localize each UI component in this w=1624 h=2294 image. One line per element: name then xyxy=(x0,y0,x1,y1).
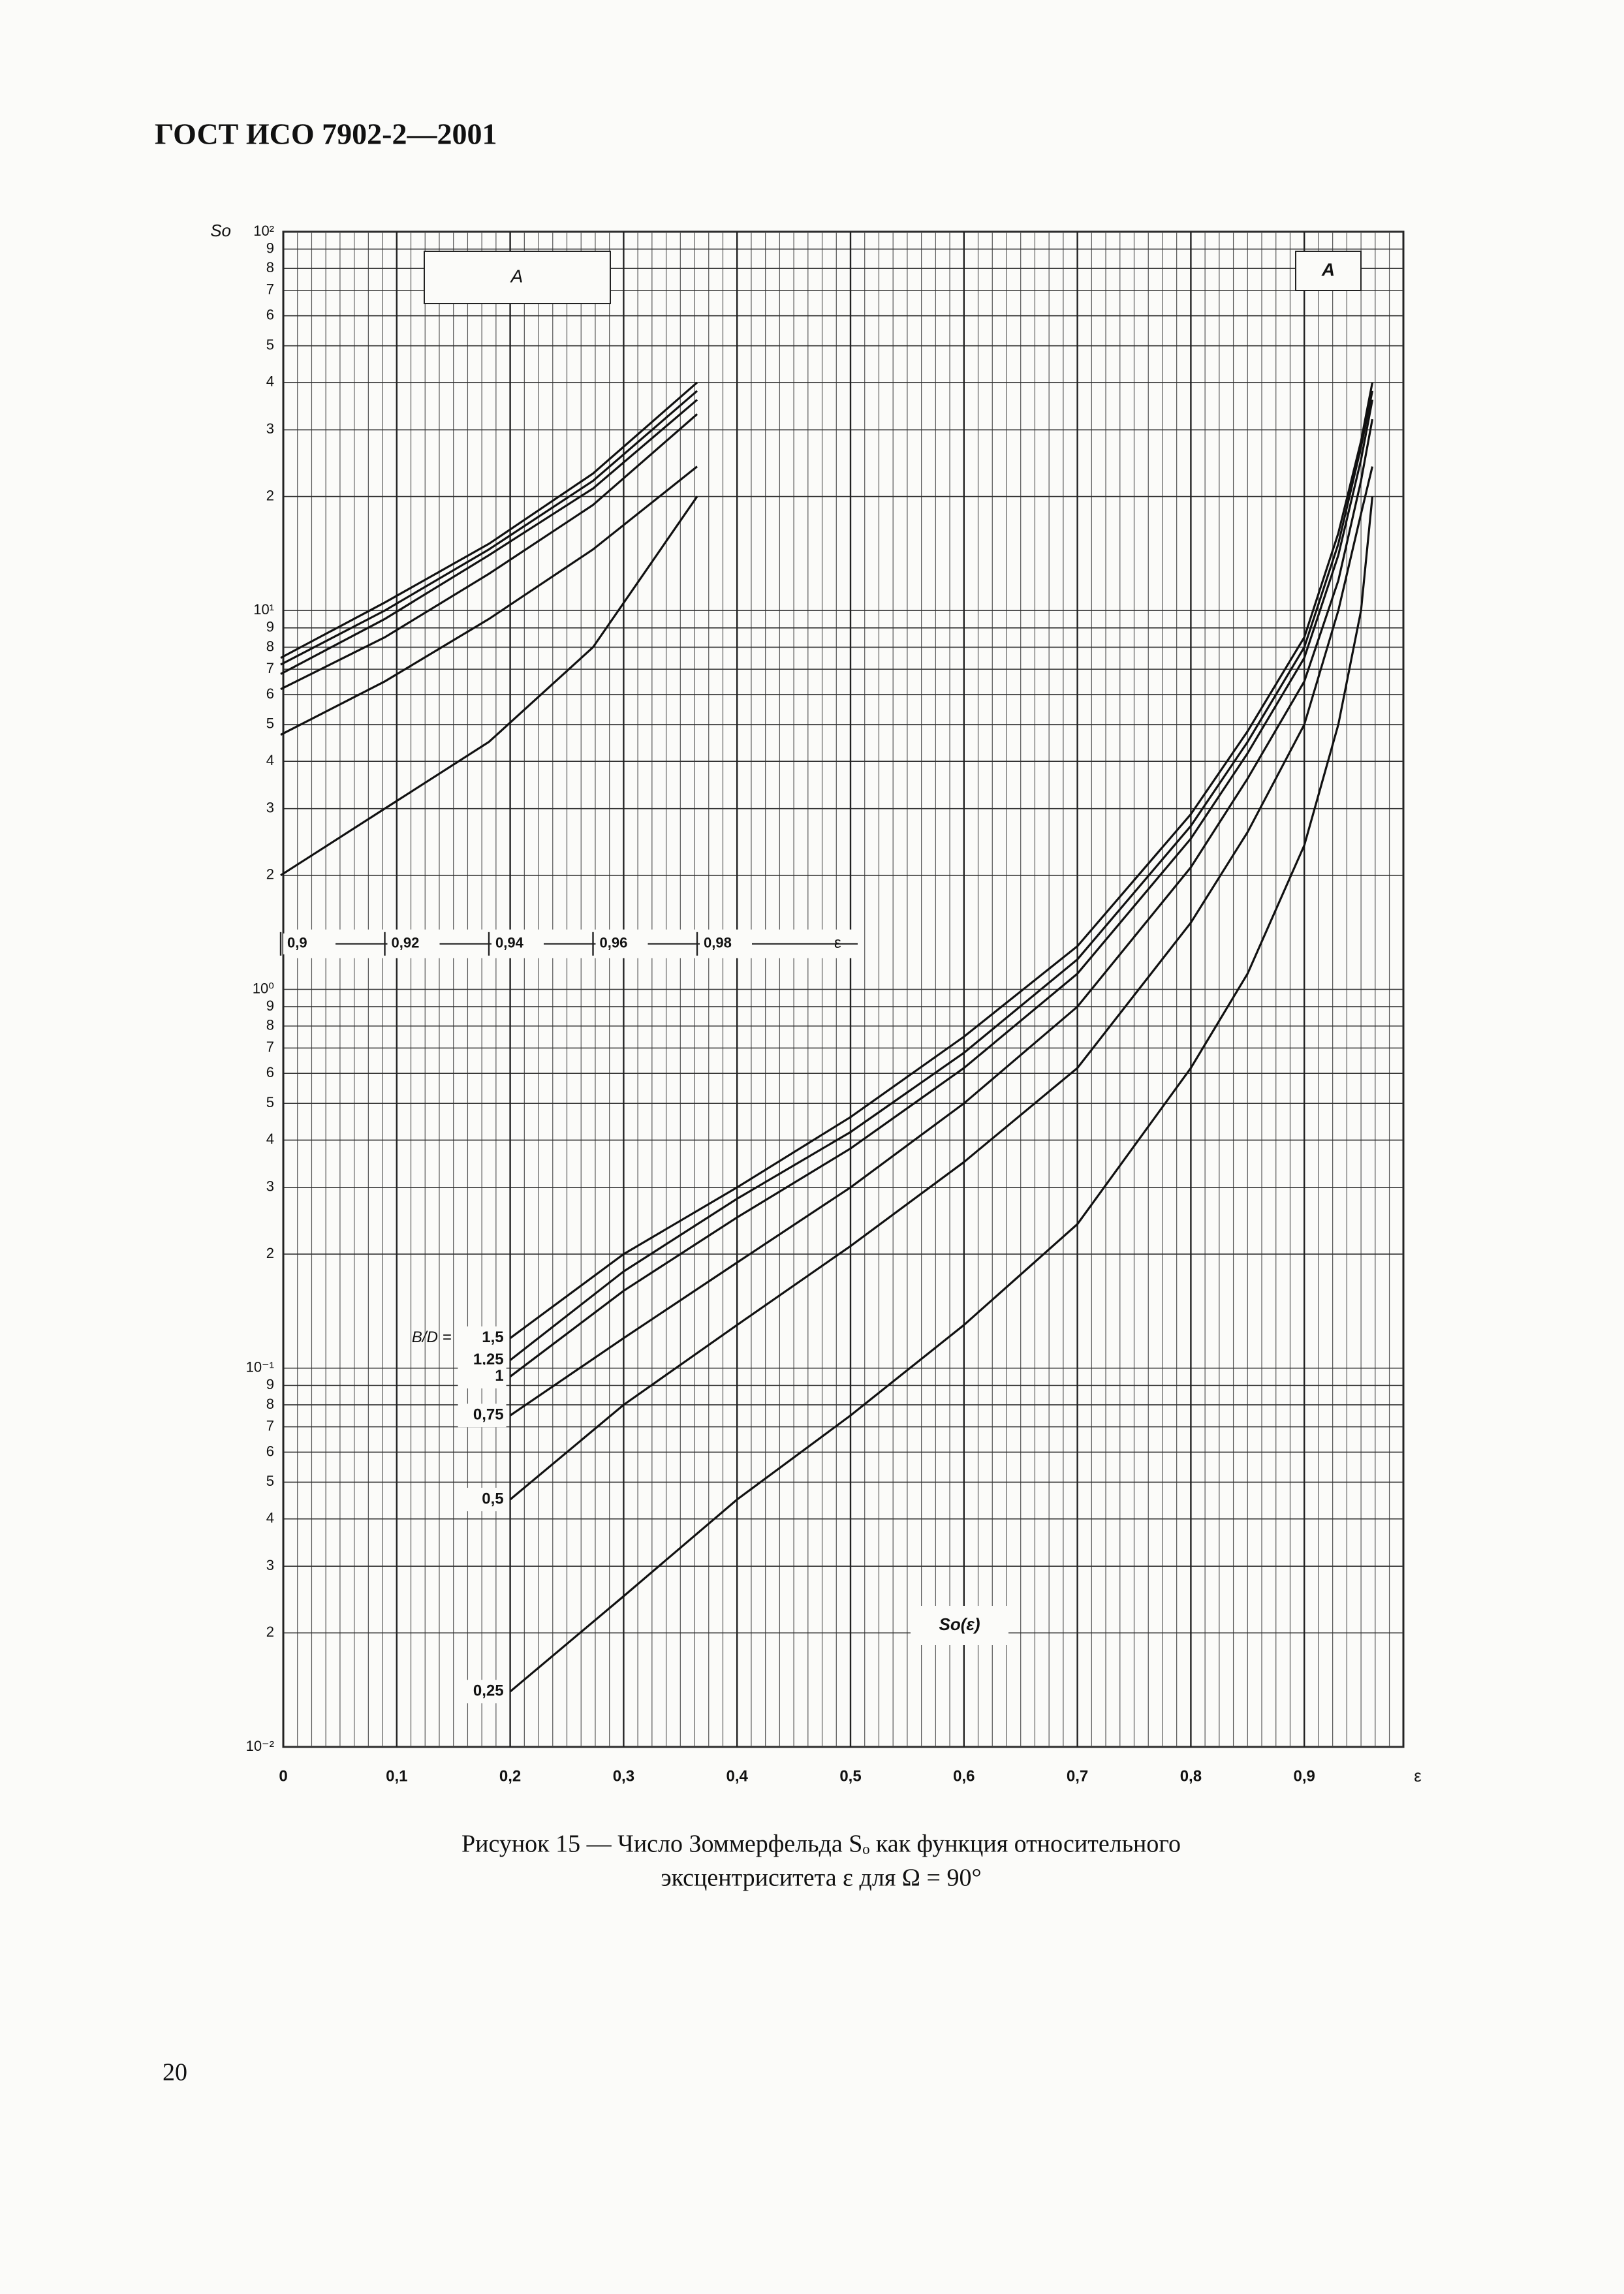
x-axis-label: ε xyxy=(1414,1766,1422,1785)
header-title: ГОСТ ИСО 7902-2—2001 xyxy=(155,118,497,151)
y-tick-label: 6 xyxy=(266,307,274,323)
curve-label-bg xyxy=(458,1364,507,1389)
y-tick-label: 4 xyxy=(266,1509,274,1526)
x-tick-label: 0,3 xyxy=(613,1767,634,1785)
curve-label: 1 xyxy=(495,1367,503,1385)
x-tick-label: 0,4 xyxy=(726,1767,749,1785)
curve-label-bg xyxy=(458,1487,507,1511)
curve xyxy=(509,496,1374,1693)
label-box xyxy=(424,251,611,304)
y-tick-label: 8 xyxy=(266,638,274,654)
inset-tick-label: 0,94 xyxy=(495,935,524,951)
page-number: 20 xyxy=(163,2059,187,2086)
inset-label-bg xyxy=(387,933,440,954)
y-tick-label: 3 xyxy=(266,420,274,437)
annotation: So(ε) xyxy=(939,1614,980,1634)
x-tick-label: 0,6 xyxy=(953,1767,975,1785)
curve-label: 1,5 xyxy=(482,1328,503,1346)
y-tick-label: 8 xyxy=(266,259,274,275)
y-tick-label: 2 xyxy=(266,487,274,503)
inset-label-bg xyxy=(283,933,336,954)
inset-label-bg xyxy=(700,933,752,954)
y-tick-label: 6 xyxy=(266,685,274,702)
x-tick-label: 0,7 xyxy=(1067,1767,1088,1785)
y-tick-label: 7 xyxy=(266,660,274,676)
inset-title: A xyxy=(510,266,523,286)
annotation: A xyxy=(1321,259,1335,279)
curve xyxy=(509,382,1374,1340)
curve xyxy=(280,399,698,675)
y-tick-label: 10⁻¹ xyxy=(246,1359,274,1375)
y-tick-label: 3 xyxy=(266,1557,274,1573)
curve-label-bg xyxy=(458,1404,507,1428)
label-box xyxy=(1295,251,1362,291)
y-tick-label: 7 xyxy=(266,281,274,298)
y-tick-label: 6 xyxy=(266,1443,274,1459)
y-tick-label: 2 xyxy=(266,1624,274,1640)
y-tick-label: 5 xyxy=(266,715,274,732)
x-tick-label: 0 xyxy=(279,1767,287,1785)
y-tick-label: 10⁻² xyxy=(246,1738,274,1754)
curve xyxy=(280,381,698,659)
y-tick-label: 9 xyxy=(266,240,274,256)
inset-axis-label: ε xyxy=(834,934,841,952)
y-tick-label: 9 xyxy=(266,619,274,635)
y-tick-label: 5 xyxy=(266,1473,274,1489)
curve-label-title: B/D = xyxy=(412,1328,452,1346)
x-tick-label: 0,8 xyxy=(1180,1767,1202,1785)
curve xyxy=(509,466,1374,1501)
y-tick-label: 2 xyxy=(266,866,274,883)
y-tick-label: 10² xyxy=(253,223,274,239)
y-tick-label: 8 xyxy=(266,1396,274,1412)
inset-tick-label: 0,96 xyxy=(600,935,628,951)
y-tick-label: 8 xyxy=(266,1017,274,1033)
x-tick-label: 0,1 xyxy=(386,1767,407,1785)
curve xyxy=(280,390,698,666)
inset-label-bg xyxy=(492,933,544,954)
caption-line: Рисунок 15 — Число Зоммерфельда Sₒ как ф… xyxy=(461,1830,1181,1858)
y-tick-label: 3 xyxy=(266,1178,274,1195)
y-tick-label: 7 xyxy=(266,1039,274,1055)
y-tick-label: 10¹ xyxy=(253,601,274,618)
curve-label: 0,5 xyxy=(482,1490,503,1507)
label-box xyxy=(911,1606,1008,1645)
y-tick-label: 2 xyxy=(266,1245,274,1261)
y-tick-label: 3 xyxy=(266,799,274,815)
curve-label-bg xyxy=(458,1326,507,1350)
curve xyxy=(509,400,1374,1377)
curve-label: 0,75 xyxy=(473,1406,504,1424)
inset-tick-label: 0,98 xyxy=(704,935,732,951)
y-tick-label: 7 xyxy=(266,1417,274,1434)
inset-tick-label: 0,9 xyxy=(287,935,307,951)
x-tick-label: 0,5 xyxy=(839,1767,861,1785)
inset-label-bg xyxy=(595,933,648,954)
curve xyxy=(280,495,698,877)
x-tick-label: 0,2 xyxy=(499,1767,521,1785)
curve-label-bg xyxy=(458,1680,507,1704)
y-axis-label: So xyxy=(210,221,231,240)
curve xyxy=(509,418,1374,1417)
y-tick-label: 4 xyxy=(266,752,274,768)
y-tick-label: 10⁰ xyxy=(253,980,274,996)
y-tick-label: 4 xyxy=(266,1131,274,1147)
y-tick-label: 5 xyxy=(266,336,274,353)
inset-tick-label: 0,92 xyxy=(392,935,420,951)
curve xyxy=(280,465,698,736)
curve-label: 0,25 xyxy=(473,1682,504,1700)
y-tick-label: 6 xyxy=(266,1064,274,1080)
curve xyxy=(280,413,698,691)
y-tick-label: 9 xyxy=(266,1376,274,1392)
curve xyxy=(509,390,1374,1361)
caption-line: эксцентриситета ε для Ω = 90° xyxy=(661,1864,981,1892)
y-tick-label: 4 xyxy=(266,373,274,390)
y-tick-label: 5 xyxy=(266,1094,274,1110)
y-tick-label: 9 xyxy=(266,998,274,1014)
x-tick-label: 0,9 xyxy=(1294,1767,1315,1785)
